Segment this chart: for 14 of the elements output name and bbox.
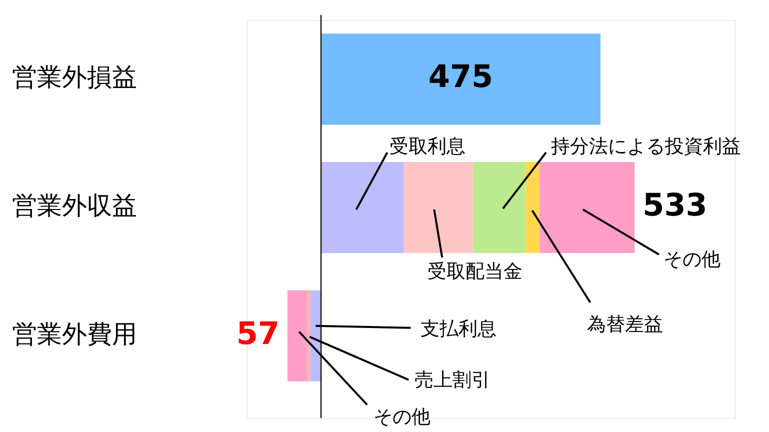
y-tick-label: 営業外費用 xyxy=(12,319,137,348)
text: その他 xyxy=(374,406,431,428)
series-label: 受取利息 xyxy=(389,135,466,158)
annotation: 533 xyxy=(642,188,708,224)
series-label: 持分法による投資利益 xyxy=(550,135,741,158)
series-label: 受取配当金 xyxy=(428,260,523,282)
y-tick-label: 営業外収益 xyxy=(12,191,137,220)
text: 為替差益 xyxy=(587,313,664,336)
text: 売上割引 xyxy=(414,368,491,391)
y-tick-label: 営業外損益 xyxy=(12,62,137,92)
annotation: 475 xyxy=(428,59,494,96)
text: 支払利息 xyxy=(420,318,497,340)
series-label: その他 xyxy=(663,248,720,270)
annotation: 57 xyxy=(236,316,280,352)
